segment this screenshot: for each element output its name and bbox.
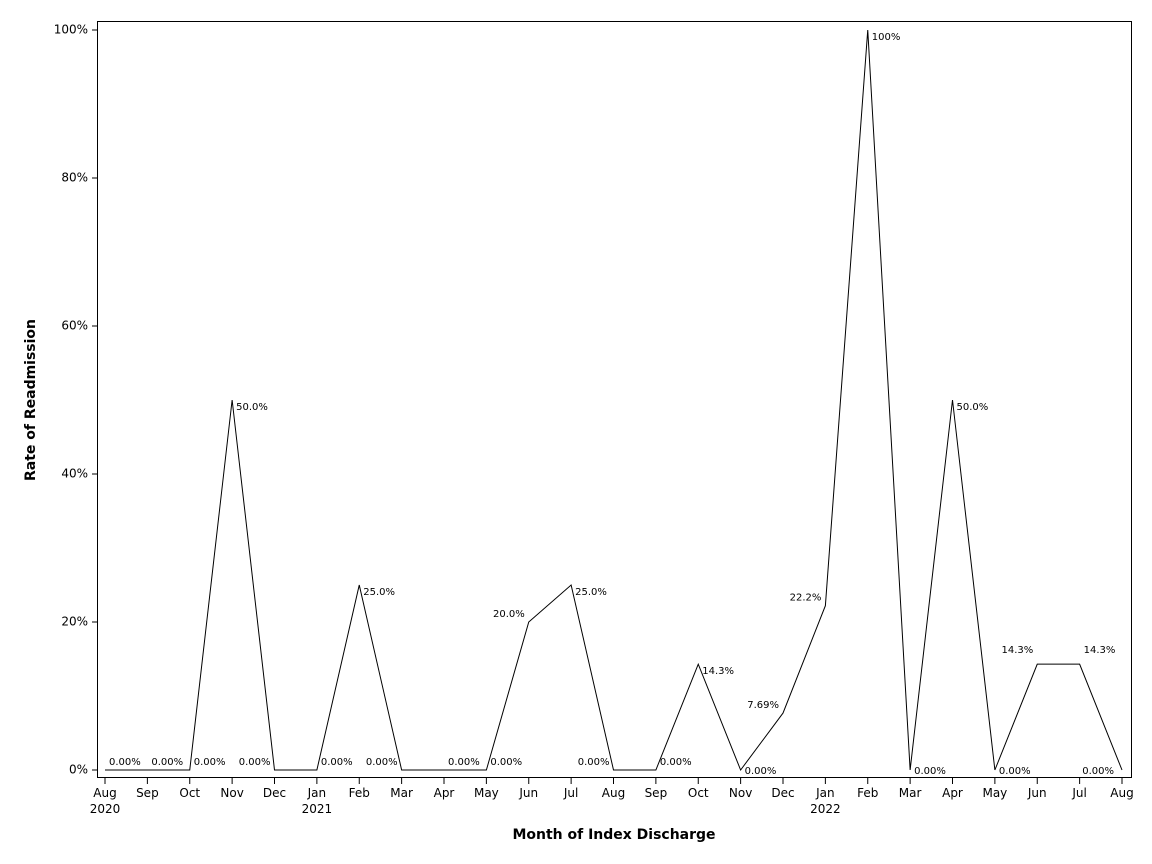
x-tick-label: Sep [136, 786, 159, 800]
data-labels: 0.00% 0.00% 0.00% 50.0% 0.00% 0.00% 25.0% 0.00%… [109, 32, 1115, 777]
x-tick-label: Apr [942, 786, 963, 800]
x-tick-label: Jun [1027, 786, 1047, 800]
x-tick-label: May [982, 786, 1007, 800]
data-label: 0.00% [239, 757, 271, 768]
x-tick-label: Mar [390, 786, 413, 800]
data-label: 14.3% [1001, 645, 1033, 656]
data-label: 14.3% [702, 666, 734, 677]
x-tick-label: Jan [307, 786, 327, 800]
x-tick-label: Jul [1071, 786, 1086, 800]
y-axis-title: Rate of Readmission [23, 319, 39, 481]
year-label: 2021 [302, 802, 333, 816]
data-label: 0.00% [366, 757, 398, 768]
y-tick-label: 20% [61, 615, 88, 629]
data-label: 25.0% [575, 587, 607, 598]
x-axis: Aug Sep Oct Nov Dec Jan Feb Mar Apr May Jun Jul Aug S… [90, 778, 1134, 816]
x-tick-label: Aug [602, 786, 625, 800]
y-tick-label: 80% [61, 171, 88, 185]
data-label: 0.00% [321, 757, 353, 768]
x-tick-label: Jul [563, 786, 578, 800]
y-tick-label: 60% [61, 319, 88, 333]
x-tick-label: Nov [729, 786, 752, 800]
data-label: 0.00% [151, 757, 183, 768]
data-label: 14.3% [1084, 645, 1116, 656]
data-label: 0.00% [745, 766, 777, 777]
data-label: 22.2% [790, 593, 822, 604]
y-tick-label: 0% [69, 763, 88, 777]
data-label: 0.00% [660, 757, 692, 768]
x-tick-label: Nov [220, 786, 243, 800]
data-label: 0.00% [1082, 766, 1114, 777]
x-tick-label: Oct [688, 786, 709, 800]
y-tick-label: 100% [54, 23, 88, 37]
data-label: 0.00% [999, 766, 1031, 777]
year-label: 2020 [90, 802, 121, 816]
data-label: 0.00% [490, 757, 522, 768]
data-label: 0.00% [448, 757, 480, 768]
plot-frame [97, 21, 1132, 778]
x-tick-label: Apr [434, 786, 455, 800]
data-label: 0.00% [194, 757, 226, 768]
year-label: 2022 [810, 802, 841, 816]
data-label: 7.69% [747, 700, 779, 711]
x-tick-label: Dec [263, 786, 286, 800]
y-tick-label: 40% [61, 467, 88, 481]
data-label: 50.0% [236, 402, 268, 413]
x-tick-label: Feb [349, 786, 370, 800]
x-tick-label: Feb [857, 786, 878, 800]
data-label: 0.00% [109, 757, 141, 768]
data-label: 0.00% [914, 766, 946, 777]
x-tick-label: Oct [179, 786, 200, 800]
data-label: 100% [872, 32, 901, 43]
x-tick-label: Dec [771, 786, 794, 800]
data-label: 20.0% [493, 609, 525, 620]
x-tick-label: Aug [1110, 786, 1133, 800]
data-label: 50.0% [957, 402, 989, 413]
x-tick-label: Jun [518, 786, 538, 800]
y-axis: 0% 20% 40% 60% 80% 100% [54, 23, 98, 777]
x-tick-label: May [474, 786, 499, 800]
x-tick-label: Sep [645, 786, 668, 800]
data-label: 25.0% [363, 587, 395, 598]
series-line [105, 29, 1123, 772]
x-tick-label: Jan [815, 786, 835, 800]
x-axis-title: Month of Index Discharge [512, 827, 715, 843]
x-tick-label: Aug [93, 786, 116, 800]
x-tick-label: Mar [899, 786, 922, 800]
data-label: 0.00% [578, 757, 610, 768]
